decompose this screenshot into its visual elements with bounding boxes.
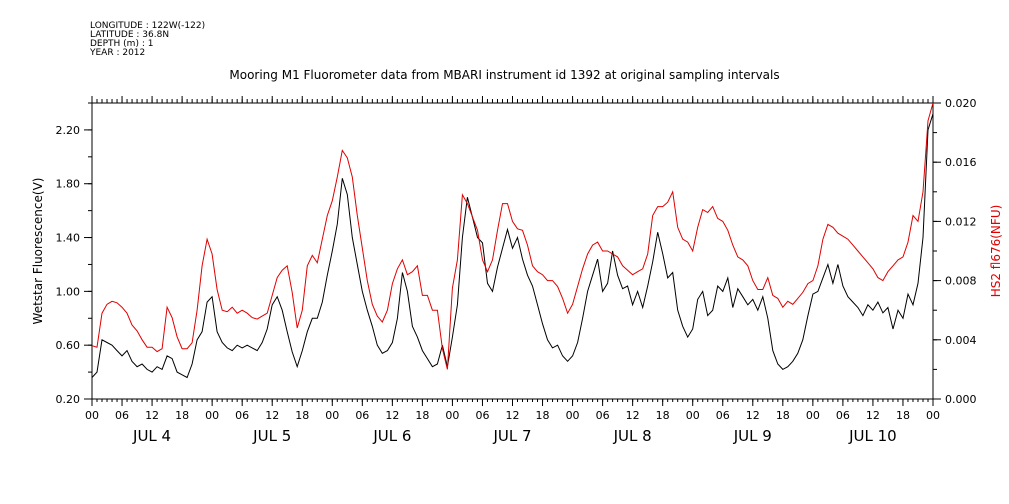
x-tick-label: 06 bbox=[115, 409, 129, 422]
x-day-label: JUL 10 bbox=[848, 427, 897, 445]
y-tick-label: 2.20 bbox=[56, 124, 81, 137]
x-tick-label: 00 bbox=[445, 409, 459, 422]
x-day-label: JUL 6 bbox=[372, 427, 411, 445]
x-tick-label: 18 bbox=[415, 409, 429, 422]
y2-tick-label: 0.008 bbox=[945, 275, 977, 288]
x-day-label: JUL 8 bbox=[613, 427, 652, 445]
y2-tick-label: 0.004 bbox=[945, 334, 977, 347]
plot-frame bbox=[91, 102, 934, 400]
series-wetstar-line bbox=[91, 113, 934, 379]
x-tick-label: 00 bbox=[85, 409, 99, 422]
x-tick-label: 12 bbox=[145, 409, 159, 422]
y2-axis-label: HS2 fl676(NFU) bbox=[989, 205, 1003, 298]
y2-tick-label: 0.000 bbox=[945, 393, 977, 406]
y-tick-label: 1.80 bbox=[56, 178, 81, 191]
y-tick-label: 1.00 bbox=[56, 285, 81, 298]
x-tick-label: 18 bbox=[896, 409, 910, 422]
x-tick-label: 12 bbox=[506, 409, 520, 422]
x-tick-label: 00 bbox=[325, 409, 339, 422]
x-tick-label: 00 bbox=[205, 409, 219, 422]
x-tick-label: 00 bbox=[686, 409, 700, 422]
x-tick-label: 18 bbox=[175, 409, 189, 422]
x-tick-label: 12 bbox=[866, 409, 880, 422]
x-tick-label: 18 bbox=[776, 409, 790, 422]
x-tick-label: 12 bbox=[265, 409, 279, 422]
x-day-label: JUL 5 bbox=[252, 427, 291, 445]
header-depth: DEPTH (m) : 1 bbox=[90, 39, 154, 49]
x-tick-label: 00 bbox=[566, 409, 580, 422]
chart-title: Mooring M1 Fluorometer data from MBARI i… bbox=[229, 68, 780, 82]
x-tick-label: 06 bbox=[355, 409, 369, 422]
x-tick-label: 12 bbox=[626, 409, 640, 422]
x-day-label: JUL 4 bbox=[132, 427, 171, 445]
header-latitude: LATITUDE : 36.8N bbox=[90, 30, 170, 40]
y-axis-label: Wetstar Fluorescence(V) bbox=[31, 178, 45, 325]
y-tick-label: 0.60 bbox=[56, 339, 81, 352]
x-tick-label: 18 bbox=[656, 409, 670, 422]
x-tick-label: 18 bbox=[536, 409, 550, 422]
x-day-label: JUL 9 bbox=[733, 427, 772, 445]
series-hs2-line bbox=[91, 102, 934, 370]
x-tick-label: 06 bbox=[235, 409, 249, 422]
x-tick-label: 06 bbox=[716, 409, 730, 422]
y-tick-label: 0.20 bbox=[56, 393, 81, 406]
y2-tick-label: 0.016 bbox=[945, 156, 977, 169]
y2-tick-label: 0.020 bbox=[945, 97, 977, 110]
header-longitude: LONGITUDE : 122W(-122) bbox=[90, 21, 206, 31]
x-tick-label: 06 bbox=[836, 409, 850, 422]
y-tick-label: 1.40 bbox=[56, 232, 81, 245]
x-tick-label: 00 bbox=[926, 409, 940, 422]
x-tick-label: 00 bbox=[806, 409, 820, 422]
x-day-label: JUL 7 bbox=[492, 427, 531, 445]
x-tick-label: 18 bbox=[295, 409, 309, 422]
x-tick-label: 12 bbox=[385, 409, 399, 422]
x-tick-label: 06 bbox=[475, 409, 489, 422]
y2-tick-label: 0.012 bbox=[945, 215, 977, 228]
header-year: YEAR : 2012 bbox=[90, 48, 146, 58]
x-tick-label: 12 bbox=[746, 409, 760, 422]
x-tick-label: 06 bbox=[596, 409, 610, 422]
